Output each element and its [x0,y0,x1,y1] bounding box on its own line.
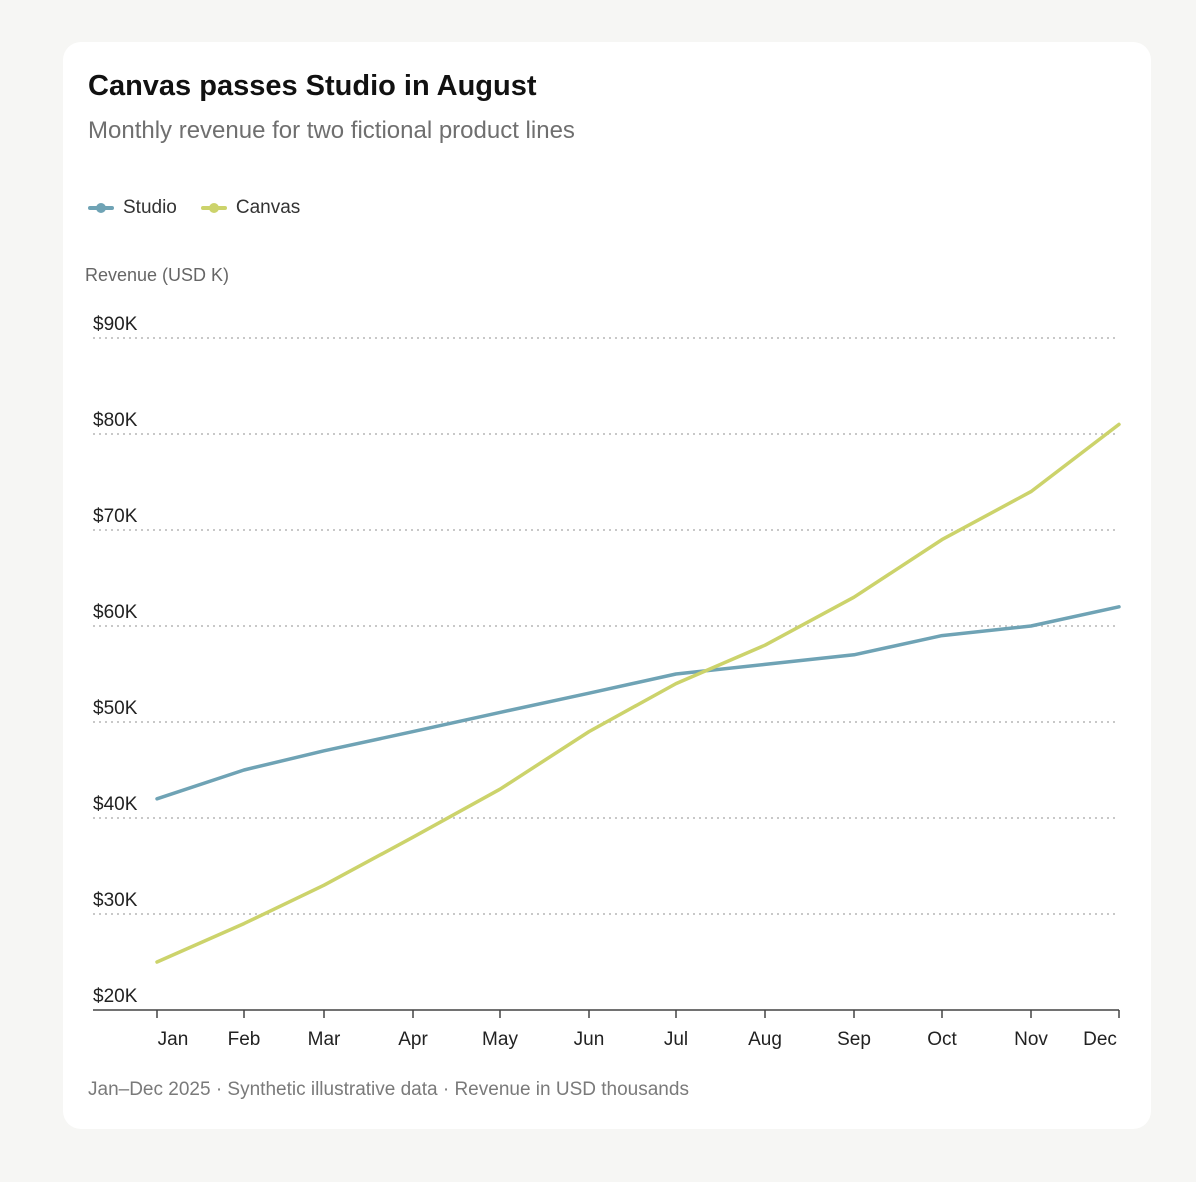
y-tick-label: $90K [93,314,138,335]
y-tick-label: $70K [93,506,138,527]
chart-legend: Studio Canvas [88,197,324,219]
y-tick-label: $60K [93,602,138,623]
legend-item-studio[interactable]: Studio [88,197,177,219]
x-tick-label: Jan [158,1029,189,1050]
series-lines [155,422,1121,964]
x-tick-label: Apr [398,1029,428,1050]
series-line-studio[interactable] [155,605,1121,801]
x-tick-label: Mar [308,1029,341,1050]
y-tick-label: $80K [93,410,138,431]
x-tick-label: Jun [574,1029,605,1050]
chart-card: Canvas passes Studio in August Monthly r… [63,42,1151,1129]
line-chart: Revenue (USD K) $20K $30K $40K $50K $60K $70K… [85,265,1121,1050]
x-tick-label: Oct [927,1029,957,1050]
x-axis: Jan Feb Mar Apr May Jun Jul Aug Sep Oct Nov Dec [93,1009,1120,1050]
x-tick-label: Jul [664,1029,688,1050]
x-tick-label: Feb [228,1029,261,1050]
legend-swatch-studio [88,203,114,213]
grid-lines [93,337,1119,915]
x-tick-label: Sep [837,1029,871,1050]
chart-footnote: Jan–Dec 2025 · Synthetic illustrative da… [88,1079,689,1100]
legend-label-canvas: Canvas [235,197,301,218]
x-tick-label: Aug [748,1029,782,1050]
x-tick-label: Dec [1083,1029,1117,1050]
x-tick-label: Nov [1014,1029,1048,1050]
chart-subtitle: Monthly revenue for two fictional produc… [88,117,575,144]
y-tick-label: $20K [93,986,138,1007]
y-axis-ticks: $20K $30K $40K $50K $60K $70K $80K $90K [93,314,138,1007]
y-tick-label: $40K [93,794,138,815]
y-tick-label: $30K [93,890,138,911]
legend-label-studio: Studio [123,197,177,218]
chart-title: Canvas passes Studio in August [88,70,537,102]
legend-item-canvas[interactable]: Canvas [200,197,301,219]
y-tick-label: $50K [93,698,138,719]
x-tick-label: May [482,1029,518,1050]
series-line-canvas[interactable] [155,422,1121,964]
legend-swatch-canvas [200,203,227,213]
y-axis-label: Revenue (USD K) [85,265,229,285]
